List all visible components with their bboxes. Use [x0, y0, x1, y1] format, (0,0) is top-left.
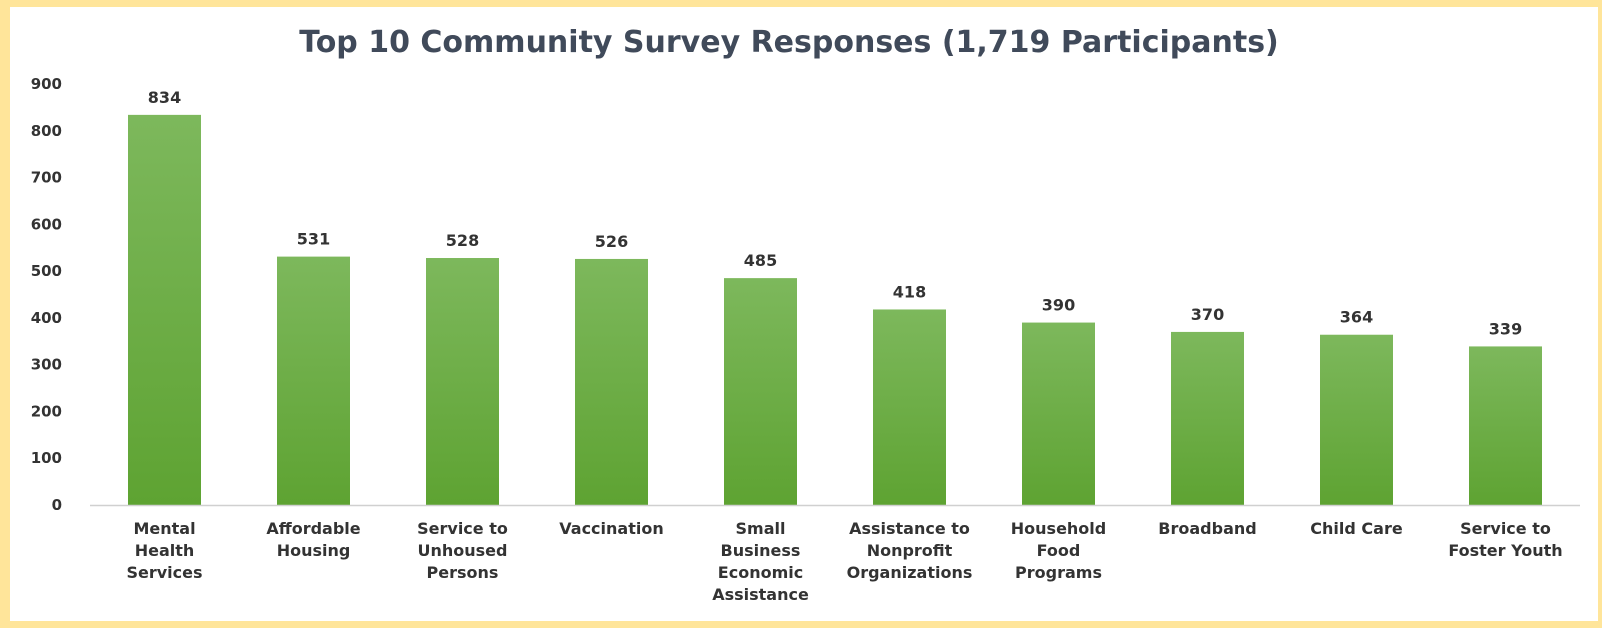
x-category-label: Service to Unhoused Persons [417, 519, 508, 582]
data-label: 528 [446, 231, 479, 250]
x-axis: Mental Health Services Affordable Housing Ser… [90, 504, 1580, 604]
y-tick-label: 200 [31, 402, 62, 420]
bar [575, 258, 648, 505]
y-tick-label: 100 [31, 449, 62, 467]
data-label: 531 [297, 230, 330, 249]
bar [128, 114, 201, 505]
x-category-label: Child Care [1310, 519, 1403, 538]
x-category-label: Household Food Programs [1011, 519, 1106, 582]
y-tick-label: 0 [52, 496, 62, 514]
bar [1171, 331, 1244, 505]
bar [1320, 334, 1393, 505]
y-tick-label: 300 [31, 356, 62, 374]
y-tick-label: 700 [31, 169, 62, 187]
x-category-label: Assistance to Nonprofit Organizations [847, 519, 973, 582]
bar [277, 256, 350, 505]
x-category-label: Service to Foster Youth [1448, 519, 1562, 560]
x-category-label: Vaccination [559, 519, 663, 538]
y-tick-label: 500 [31, 262, 62, 280]
x-category-label: Broadband [1158, 519, 1256, 538]
y-axis: 0 100 200 300 400 500 600 700 800 900 [31, 75, 62, 514]
bar [873, 309, 946, 505]
data-label: 390 [1042, 296, 1075, 315]
chart-title: Top 10 Community Survey Responses (1,719… [299, 25, 1279, 60]
data-label: 485 [744, 251, 777, 270]
data-label: 364 [1340, 308, 1373, 327]
bar [724, 278, 797, 505]
bar [1022, 322, 1095, 505]
x-category-label: Affordable Housing [266, 519, 360, 560]
data-label: 526 [595, 232, 628, 251]
bar [426, 258, 499, 505]
bars-group: 834 531 528 526 485 418 390 370 364 339 [128, 88, 1542, 505]
y-tick-label: 400 [31, 309, 62, 327]
data-label: 834 [148, 88, 181, 107]
chart-frame: Top 10 Community Survey Responses (1,719… [10, 7, 1598, 621]
x-category-label: Small Business Economic Assistance [712, 519, 809, 604]
y-tick-label: 600 [31, 215, 62, 233]
bar [1469, 346, 1542, 505]
data-label: 339 [1489, 319, 1522, 338]
data-label: 418 [893, 282, 926, 301]
y-tick-label: 800 [31, 122, 62, 140]
data-label: 370 [1191, 305, 1224, 324]
x-category-label: Mental Health Services [126, 519, 202, 582]
y-tick-label: 900 [31, 75, 62, 93]
bar-chart: Top 10 Community Survey Responses (1,719… [31, 25, 1580, 604]
